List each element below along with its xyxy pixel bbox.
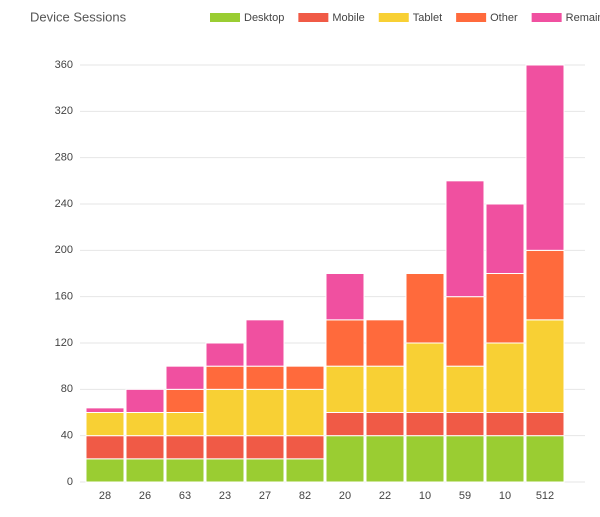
legend-label: Tablet (413, 12, 442, 24)
bar-segment (85, 435, 125, 460)
bar-segment (445, 180, 485, 298)
bar-segment (205, 435, 245, 460)
bar-segment (405, 412, 445, 437)
bar-segment (405, 435, 445, 483)
bar-segment (365, 365, 405, 413)
x-tick-label: 63 (179, 490, 191, 502)
bar-segment (525, 64, 565, 251)
bar-segment (165, 388, 205, 414)
x-tick-label: 27 (259, 490, 271, 502)
bar-segment (405, 273, 445, 344)
bar-segment (285, 388, 325, 437)
bar-segment (325, 319, 365, 367)
bar-segment (325, 435, 365, 483)
bar-segment (205, 342, 245, 367)
bar-segment (405, 342, 445, 413)
bar-segment (245, 365, 285, 390)
x-tick-label: 512 (536, 490, 554, 502)
bar-segment (85, 458, 125, 483)
y-tick-label: 40 (61, 430, 73, 442)
bar-segment (285, 365, 325, 390)
bar-segment (365, 435, 405, 483)
legend-swatch (531, 13, 562, 22)
bar-segment (365, 319, 405, 367)
chart-title: Device Sessions (30, 9, 127, 24)
bar-segment (325, 412, 365, 437)
bar-segment (165, 458, 205, 483)
legend-label: Desktop (244, 12, 284, 24)
bar-segment (525, 319, 565, 414)
legend-label: Mobile (332, 12, 364, 24)
bar-segment (445, 365, 485, 413)
bar-segment (445, 412, 485, 437)
bar-segment (485, 412, 525, 437)
y-tick-label: 120 (55, 337, 73, 349)
bar-segment (125, 388, 165, 414)
y-tick-label: 240 (55, 198, 73, 210)
bar-segment (125, 458, 165, 483)
bar-segment (485, 435, 525, 483)
legend-swatch (298, 13, 329, 22)
bar-segment (285, 458, 325, 483)
y-tick-label: 0 (67, 476, 73, 488)
legend-swatch (456, 13, 487, 22)
legend-label: Other (490, 12, 518, 24)
bar-segment (325, 365, 365, 413)
bar-segment (485, 342, 525, 413)
legend-swatch (210, 13, 240, 22)
x-tick-label: 82 (299, 490, 311, 502)
bar-segment (165, 365, 205, 390)
bar-segment (525, 412, 565, 437)
legend-swatch (378, 13, 409, 22)
bar-segment (205, 388, 245, 437)
bar-segment (125, 435, 165, 460)
y-tick-label: 200 (55, 244, 73, 256)
bar-segment (125, 412, 165, 437)
legend-label: Remaining (566, 12, 600, 24)
x-tick-label: 10 (499, 490, 511, 502)
x-tick-label: 23 (219, 490, 231, 502)
x-tick-label: 59 (459, 490, 471, 502)
x-tick-label: 28 (99, 490, 111, 502)
bar-segment (525, 249, 565, 321)
y-tick-label: 160 (55, 291, 73, 303)
bar-segment (165, 412, 205, 437)
bar-segment (205, 365, 245, 390)
bar-segment (285, 435, 325, 460)
bar-segment (245, 388, 285, 437)
bar-segment (85, 412, 125, 437)
y-tick-label: 80 (61, 383, 73, 395)
bar-segment (165, 435, 205, 460)
x-tick-label: 20 (339, 490, 351, 502)
bar-segment (85, 407, 125, 414)
y-tick-label: 280 (55, 152, 73, 164)
bar-segment (245, 319, 285, 367)
bar-segment (445, 296, 485, 367)
bar-segment (485, 273, 525, 344)
x-tick-label: 10 (419, 490, 431, 502)
bar-segment (245, 458, 285, 483)
bar-segment (485, 203, 525, 274)
bar-segment (525, 435, 565, 483)
y-tick-label: 320 (55, 105, 73, 117)
x-tick-label: 22 (379, 490, 391, 502)
x-tick-label: 26 (139, 490, 151, 502)
bar-segment (445, 435, 485, 483)
y-tick-label: 360 (55, 59, 73, 71)
bar-segment (325, 273, 365, 321)
bar-segment (365, 412, 405, 437)
bar-segment (245, 435, 285, 460)
bar-segment (205, 458, 245, 483)
